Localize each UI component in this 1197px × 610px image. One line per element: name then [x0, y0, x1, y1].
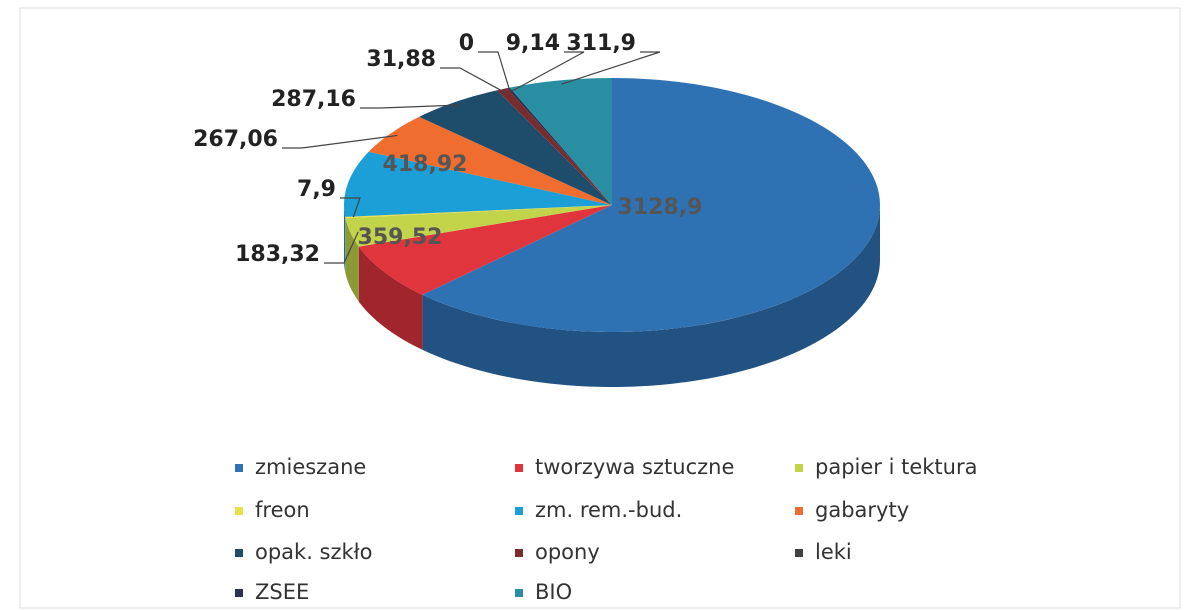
slice: [509, 78, 612, 205]
legend-label: ZSEE: [255, 580, 309, 604]
data-label: 311,9: [566, 31, 636, 56]
data-label: 183,32: [235, 242, 320, 267]
legend-swatch: [795, 549, 803, 557]
frame: [19, 7, 1181, 609]
legend-swatch: [235, 549, 243, 557]
slice-side: [344, 205, 346, 272]
leader-line: [478, 51, 511, 92]
slice: [419, 90, 612, 205]
slice: [497, 88, 612, 205]
slice-side: [358, 246, 423, 350]
legend-swatch: [515, 549, 523, 557]
legend-label: tworzywa sztuczne: [535, 455, 734, 479]
slice: [422, 78, 880, 332]
slice: [345, 205, 612, 247]
legend-swatch: [235, 589, 243, 597]
slice: [344, 151, 612, 217]
leader-line: [511, 51, 585, 92]
legend-swatch: [235, 464, 243, 472]
leader-line: [360, 104, 461, 109]
legend-label: gabaryty: [815, 498, 909, 522]
legend-label: freon: [255, 498, 310, 522]
data-label: 267,06: [193, 127, 278, 152]
slice: [345, 205, 612, 219]
legend-label: zmieszane: [255, 455, 366, 479]
slice: [506, 87, 612, 205]
legend-swatch: [515, 507, 523, 515]
data-label: 31,88: [366, 47, 436, 72]
data-label: 418,92: [383, 152, 468, 177]
leader-line: [340, 197, 361, 218]
legend-label: opony: [535, 540, 600, 564]
leader-line: [282, 134, 398, 149]
data-label: 3128,9: [618, 195, 703, 220]
data-label: 287,16: [271, 87, 356, 112]
legend-swatch: [795, 464, 803, 472]
slice-side: [345, 218, 359, 302]
leader-line: [440, 67, 506, 94]
leader-line: [324, 231, 359, 264]
slice: [358, 205, 612, 295]
legend-label: BIO: [535, 580, 572, 604]
leader-line: [561, 51, 661, 85]
legend-swatch: [515, 589, 523, 597]
data-label: 7,9: [297, 177, 336, 202]
legend-label: zm. rem.-bud.: [535, 498, 682, 522]
data-label: 0: [459, 31, 474, 56]
data-label: 359,52: [358, 225, 443, 250]
slice-side: [422, 205, 880, 387]
legend-swatch: [235, 507, 243, 515]
data-label: 9,14: [506, 31, 560, 56]
legend-label: leki: [815, 540, 852, 564]
legend-swatch: [795, 507, 803, 515]
slice: [368, 116, 612, 205]
legend-swatch: [515, 464, 523, 472]
legend-label: opak. szkło: [255, 540, 373, 564]
legend-label: papier i tektura: [815, 455, 977, 479]
